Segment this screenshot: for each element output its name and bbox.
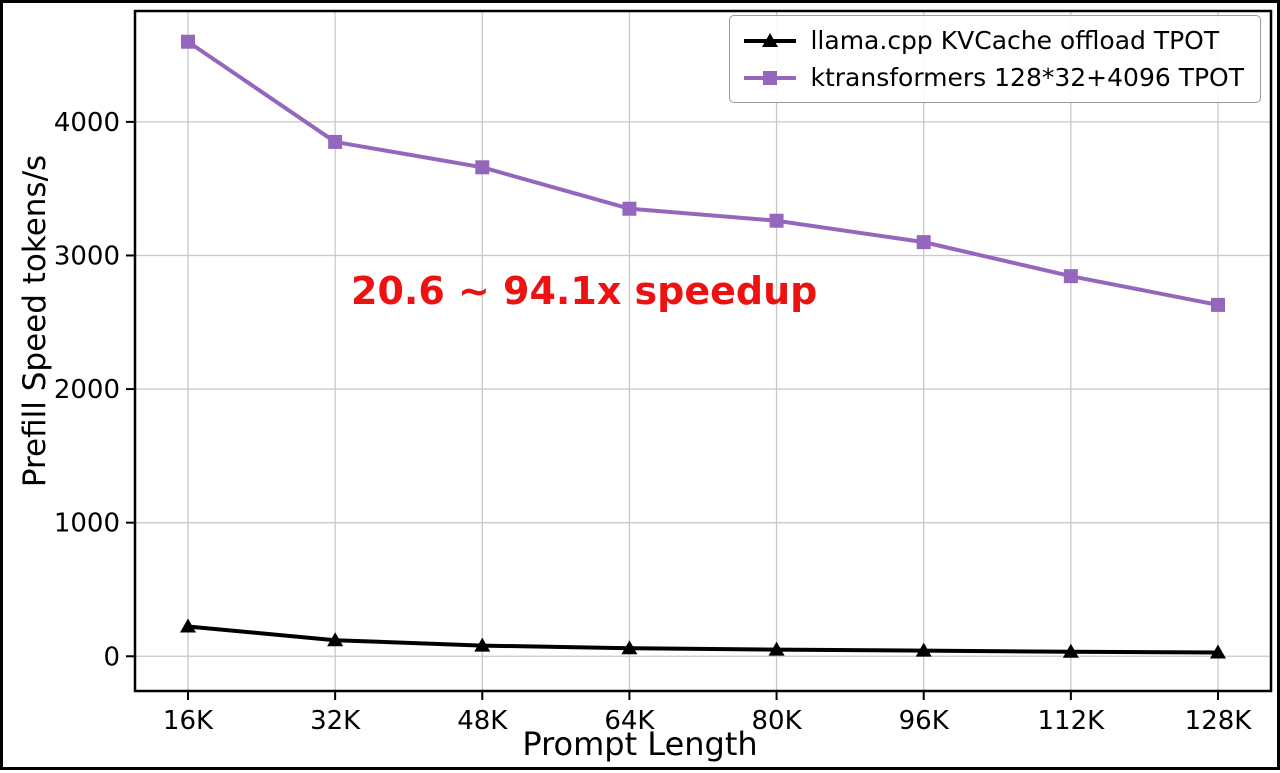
triangle-marker-icon: [327, 632, 344, 647]
llama-line-swatch-icon: [744, 32, 797, 47]
x-tick-label: 112K: [1038, 706, 1106, 736]
x-tick-label: 96K: [899, 706, 950, 736]
square-marker-icon: [1211, 297, 1225, 312]
legend-label-ktransformers: ktransformers 128*32+4096 TPOT: [810, 63, 1244, 92]
y-tick-label: 2000: [54, 375, 120, 405]
legend-label-llama: llama.cpp KVCache offload TPOT: [810, 26, 1220, 55]
series-line-1: [186, 40, 1219, 307]
y-tick-label: 0: [103, 642, 120, 672]
y-axis-label: Prefill Speed tokens/s: [17, 154, 53, 488]
y-tick-label: 1000: [54, 509, 120, 539]
x-axis-label: Prompt Length: [522, 725, 758, 763]
series-line-0: [187, 624, 1219, 655]
speedup-annotation: 20.6 ~ 94.1x speedup: [351, 269, 818, 313]
triangle-marker-icon: [762, 32, 779, 47]
legend-item-llama: llama.cpp KVCache offload TPOT: [742, 26, 1244, 55]
triangle-marker-icon: [474, 637, 491, 652]
square-marker-icon: [622, 201, 637, 216]
triangle-marker-icon: [1062, 643, 1079, 658]
triangle-marker-icon: [180, 618, 196, 633]
x-tick-label: 48K: [457, 706, 508, 736]
legend: llama.cpp KVCache offload TPOT ktransfor…: [729, 15, 1261, 103]
legend-item-ktransformers: ktransformers 128*32+4096 TPOT: [742, 63, 1244, 92]
plot-area-svg: 16K 32K 48K 64K 80K 96K 112K 128K 0 1000 2000 3000 4…: [54, 9, 1273, 736]
triangle-marker-icon: [768, 641, 785, 656]
triangle-marker-icon: [915, 642, 932, 657]
square-marker-icon: [328, 134, 343, 149]
square-marker-icon: [916, 235, 931, 250]
x-tick-label: 80K: [752, 706, 803, 736]
square-marker-icon: [475, 160, 490, 175]
x-tick-label: 32K: [310, 706, 361, 736]
square-marker-icon: [769, 213, 784, 228]
square-marker-icon: [763, 70, 778, 85]
triangle-marker-icon: [621, 640, 638, 655]
square-marker-icon: [181, 34, 195, 49]
x-tick-label: 128K: [1185, 706, 1253, 736]
x-tick-label: 64K: [604, 706, 655, 736]
ktransformers-line-swatch-icon: [744, 70, 797, 85]
y-tick-label: 4000: [54, 108, 120, 138]
y-tick-label: 3000: [54, 241, 120, 271]
square-marker-icon: [1063, 269, 1078, 284]
axes-frame: [133, 9, 1273, 693]
x-tick-label: 16K: [163, 706, 214, 736]
triangle-marker-icon: [1210, 644, 1226, 659]
